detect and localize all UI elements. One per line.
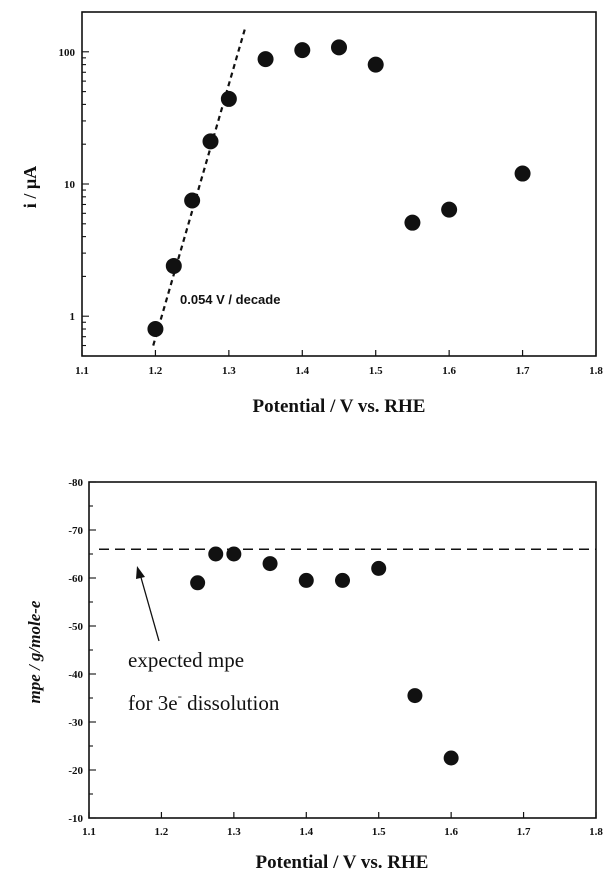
bottom-x-tick-label: 1.5 [372,826,386,838]
top-data-point [514,165,531,182]
bottom-data-point [371,560,387,576]
top-y-axis-title: i / µA [20,166,40,208]
bottom-chart: 1.1 1.2 1.3 1.4 1.5 1.6 1.7 1.8 -10 -20 -30 -40 -50… [25,477,603,873]
top-data-point [331,39,347,56]
top-data-point [220,90,237,107]
bottom-x-tick-label: 1.7 [517,826,531,838]
annotation-suffix: dissolution [182,691,280,715]
top-x-tick-label: 1.2 [149,365,163,377]
top-y-ticks: 1 10 100 [59,11,89,357]
annotation-arrow [136,566,160,642]
bottom-x-tick-label: 1.1 [82,826,96,838]
bottom-y-tick-label: -60 [68,573,83,585]
annotation-line-1: expected mpe [128,648,244,672]
bottom-data-point [262,556,278,572]
top-x-tick-label: 1.7 [516,365,530,377]
top-x-tick-label: 1.1 [75,365,89,377]
top-x-tick-label: 1.5 [369,365,383,377]
top-fit-line [152,28,247,346]
top-y-tick-label: 10 [64,179,76,191]
top-data-point [367,56,384,73]
top-data-point [202,133,219,150]
top-data-point [165,257,182,274]
top-data-points [147,39,531,338]
top-plot-frame [81,11,597,357]
bottom-data-point [226,546,242,562]
bottom-y-tick-label: -20 [68,765,83,777]
bottom-y-tick-label: -70 [68,525,83,537]
bottom-x-tick-label: 1.3 [227,826,241,838]
top-y-tick-label: 1 [70,311,76,323]
top-data-point [147,321,164,338]
top-x-ticks: 1.1 1.2 1.3 1.4 1.5 1.6 1.7 1.8 [75,350,603,377]
bottom-x-tick-label: 1.6 [444,826,458,838]
bottom-x-ticks: 1.1 1.2 1.3 1.4 1.5 1.6 1.7 1.8 [82,812,603,838]
bottom-y-tick-label: -80 [68,477,83,489]
top-chart: 1.1 1.2 1.3 1.4 1.5 1.6 1.7 1.8 1 10 100 0.054 V … [20,11,603,417]
top-x-tick-label: 1.3 [222,365,236,377]
top-data-point [257,51,274,68]
bottom-y-tick-label: -10 [68,813,83,825]
bottom-y-tick-label: -30 [68,717,83,729]
bottom-data-points [190,546,459,766]
bottom-x-tick-label: 1.4 [299,826,313,838]
top-x-axis-title: Potential / V vs. RHE [253,396,426,417]
annotation-prefix: for 3e [128,691,178,715]
bottom-data-point [407,688,423,704]
top-data-point [404,214,421,231]
top-x-tick-label: 1.8 [589,365,603,377]
bottom-data-point [335,572,350,588]
top-annotation: 0.054 V / decade [180,292,280,307]
top-data-point [441,201,458,218]
bottom-data-point [208,546,224,562]
bottom-data-point [443,750,459,766]
bottom-x-tick-label: 1.2 [155,826,169,838]
bottom-y-axis-title: mpe / g/mole-e [25,600,44,703]
bottom-y-tick-label: -50 [68,621,83,633]
top-data-point [294,42,311,59]
bottom-x-tick-label: 1.8 [589,826,603,838]
top-x-tick-label: 1.4 [295,365,309,377]
bottom-y-tick-label: -40 [68,669,83,681]
bottom-data-point [298,572,314,588]
bottom-y-ticks: -10 -20 -30 -40 -50 -60 -70 -80 [68,477,96,825]
bottom-x-axis-title: Potential / V vs. RHE [256,852,429,873]
annotation-line-2: for 3e- dissolution [128,688,280,715]
top-data-point [184,192,201,209]
top-x-tick-label: 1.6 [442,365,456,377]
top-y-tick-label: 100 [59,47,76,59]
annotation-superscript: - [178,688,182,703]
bottom-data-point [190,575,206,591]
